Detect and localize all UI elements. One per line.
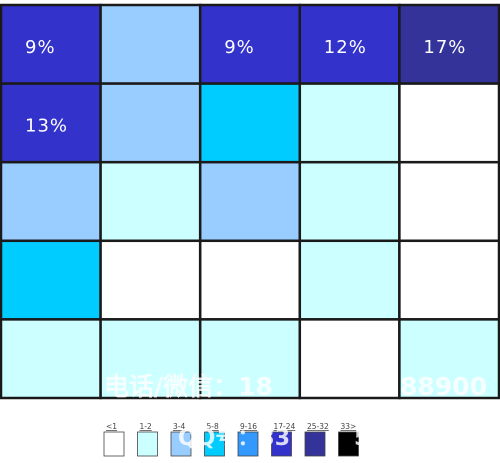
- legend-label-3: 3-4: [173, 422, 185, 431]
- heatmap-cell-r4-c2: [99, 239, 202, 321]
- heatmap-cell-r4-c3: [198, 239, 302, 321]
- heatmap-cell-r1-c5: [398, 3, 500, 85]
- heatmap-cell-r4-c1: [0, 239, 102, 321]
- watermark-line-2-tail: 5: [354, 426, 369, 451]
- heatmap-cell-r3-c5: [398, 160, 500, 243]
- heatmap-cell-r3-c4: [298, 160, 401, 243]
- watermark-line-1-tail: 88900: [400, 372, 487, 401]
- heatmap-cell-r5-c3: [198, 318, 302, 400]
- legend-label-6: 17-24: [274, 422, 296, 431]
- heatmap-cell-r1-c2: [99, 3, 202, 85]
- heatmap-cell-r4-c5: [398, 239, 500, 321]
- legend-swatch-6: [271, 431, 292, 457]
- cell-value-label-r1-c5: 17%: [423, 37, 466, 58]
- legend-label-1: <1: [106, 422, 117, 431]
- heatmap-cell-r2-c2: [99, 82, 202, 164]
- cell-value-label-r1-c3: 9%: [224, 37, 255, 58]
- heatmap-cell-labels: 9% 9% 12% 17% 13%: [25, 37, 466, 137]
- legend-label-8: 33>: [341, 422, 357, 431]
- heatmap-cell-r3-c1: [0, 160, 102, 243]
- legend-swatch-2: [137, 431, 158, 457]
- cell-value-label-r1-c4: 12%: [324, 37, 367, 58]
- heatmap-cell-r3-c3: [198, 160, 302, 243]
- legend-swatch-8: [338, 431, 359, 457]
- heatmap-cell-r5-c4: [298, 318, 401, 400]
- legend-label-7: 25-32: [307, 422, 329, 431]
- legend: <1 1-2 3-4 5-8 9-16 17-24 25-32 33>: [103, 422, 359, 457]
- watermark-line-2: QQ号：33: [178, 426, 290, 451]
- legend-swatch-4: [204, 431, 225, 457]
- heatmap-cell-r2-c4: [298, 82, 401, 164]
- legend-swatch-7: [304, 431, 326, 457]
- heatmap-cell-r5-c5: [398, 318, 500, 400]
- heatmap-cell-r2-c3: [198, 82, 302, 164]
- watermark: 电话/微信：18 88900 QQ号：33 5: [104, 372, 487, 451]
- heatmap-cell-r1-c3: [198, 3, 302, 85]
- legend-swatch-5: [237, 431, 259, 457]
- heatmap-cell-r1-c1: [0, 3, 102, 85]
- heatmap-cell-r4-c4: [298, 239, 401, 321]
- legend-swatch-3: [170, 431, 192, 457]
- cell-value-label-r2-c1: 13%: [25, 116, 68, 137]
- heatmap-cell-r5-c1: [0, 318, 102, 400]
- heatmap-cell-r2-c5: [398, 82, 500, 164]
- cell-value-label-r1-c1: 9%: [25, 37, 56, 58]
- heatmap-cell-r3-c2: [99, 160, 202, 243]
- legend-swatch-1: [103, 431, 125, 457]
- legend-label-4: 5-8: [207, 422, 219, 431]
- watermark-line-1: 电话/微信：18: [104, 372, 273, 401]
- legend-label-5: 9-16: [240, 422, 257, 431]
- legend-label-2: 1-2: [140, 422, 152, 431]
- heatmap-cell-r5-c2: [99, 318, 202, 400]
- heatmap-cells: [0, 3, 500, 400]
